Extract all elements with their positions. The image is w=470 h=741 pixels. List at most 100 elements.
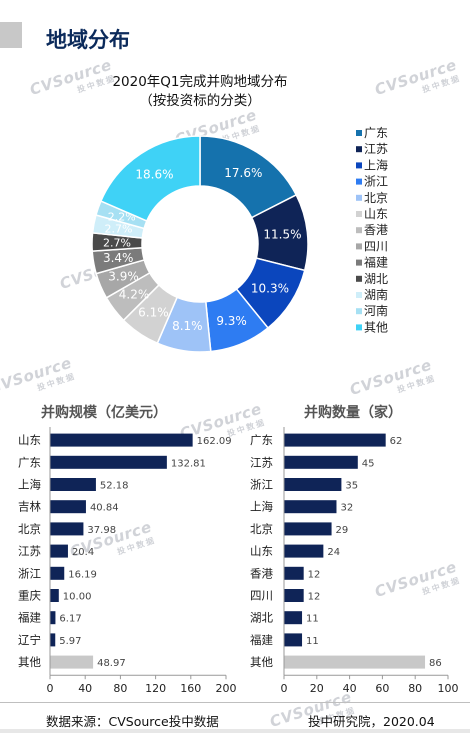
legend-label: 山东 [364,207,388,221]
bar-value-label: 10.00 [63,592,92,603]
bar [50,544,68,558]
donut-data-label: 3.9% [108,269,139,283]
bar-value-label: 62 [390,436,403,447]
bar [284,478,342,491]
donut-data-label: 2.7% [103,236,131,249]
legend-swatch [356,275,362,282]
x-tick-label: 20 [310,682,324,695]
legend-swatch [356,227,362,234]
legend-label: 河南 [364,303,388,318]
legend-swatch [356,194,362,201]
bar [50,522,84,536]
category-label: 四川 [250,589,273,603]
x-tick-label: 60 [375,682,389,695]
bar-value-label: 37.98 [87,525,116,536]
bar-value-label: 6.17 [59,614,81,625]
bar-chart-title: 并购数量（家） [304,404,402,421]
bar-value-label: 12 [308,592,321,603]
x-tick-label: 40 [343,682,357,695]
donut-data-label: 8.1% [172,319,203,333]
category-label: 香港 [250,566,273,580]
bar-value-label: 5.97 [59,636,81,647]
category-label: 上海 [250,500,273,514]
x-tick-label: 0 [281,682,288,695]
bar [284,566,304,580]
bar-value-label: 29 [336,525,349,536]
legend-swatch [356,243,362,250]
bar [284,544,324,558]
legend-label: 广东 [364,126,388,140]
legend-swatch [356,162,362,169]
legend-label: 北京 [364,191,388,205]
bar [284,455,358,469]
donut-data-label: 9.3% [216,314,247,328]
category-label: 山东 [250,544,273,558]
bar-value-label: 86 [429,658,442,669]
category-label: 上海 [18,478,41,492]
category-label: 吉林 [18,500,41,514]
bar-value-label: 52.18 [100,481,129,492]
bar-value-label: 11 [306,614,319,625]
legend-swatch [356,259,362,266]
bar-value-label: 24 [327,547,340,558]
x-tick-label: 200 [216,682,237,695]
legend-swatch [356,130,362,136]
bar [50,500,86,514]
donut-data-label: 17.6% [224,166,262,180]
x-tick-label: 100 [438,682,459,695]
category-label: 福建 [18,611,41,625]
donut-chart-subtitle: （按投资标的分类） [139,93,261,109]
bar-chart-deal-size: 并购规模（亿美元）山东 162.09 广东 132.81 上海 52.18 吉林 40.84 北… [18,404,237,695]
bar [50,633,56,647]
bar [284,500,337,514]
legend-swatch [356,178,362,185]
donut-chart-title: 2020年Q1完成并购地域分布 [112,74,288,90]
bar [50,478,96,491]
bar-value-label: 16.19 [68,569,97,580]
legend-label: 四川 [364,239,388,253]
bar-value-label: 32 [340,503,353,514]
donut-data-label: 10.3% [251,282,289,296]
category-label: 福建 [250,633,273,647]
donut-data-label: 3.4% [103,251,134,265]
legend-swatch [356,324,362,331]
legend-label: 江苏 [364,142,388,156]
bar-value-label: 48.97 [97,658,126,669]
bar-value-label: 132.81 [171,458,206,469]
bar-value-label: 20.4 [72,547,94,558]
bar-value-label: 45 [362,458,375,469]
legend-label: 湖南 [364,287,388,302]
bottom-border [0,729,470,733]
bar [284,589,304,602]
bar [50,655,94,669]
x-tick-label: 40 [78,682,92,695]
legend-swatch [356,308,362,315]
footer-divider [0,702,470,703]
donut-data-label: 2.7% [104,223,132,236]
bar-value-label: 162.09 [197,436,232,447]
category-label: 山东 [18,433,41,447]
category-label: 重庆 [18,589,41,603]
bar-value-label: 40.84 [90,503,119,514]
donut-data-label: 11.5% [263,228,301,242]
category-label: 广东 [18,455,41,469]
legend-label: 香港 [364,223,388,237]
legend-label: 上海 [364,157,388,172]
x-tick-label: 0 [47,682,54,695]
legend-label: 湖北 [364,271,388,286]
category-label: 辽宁 [18,633,41,647]
bar [50,433,193,447]
page-title: 地域分布 [46,28,130,52]
donut-data-label: 18.6% [135,168,173,182]
category-label: 湖北 [250,611,273,625]
bar [284,633,303,647]
bar [50,455,167,469]
bar [50,589,59,602]
bar-value-label: 12 [308,569,321,580]
bar-chart-deal-count: 并购数量（家） 广东 62 江苏 45 浙江 35 上海 32 北京 29 山东 24 香港 12 四川 12 湖… [250,404,459,695]
bar [284,611,303,625]
category-label: 北京 [18,522,41,536]
category-label: 江苏 [250,455,273,469]
bar [50,611,56,625]
title-accent-bar [0,22,22,48]
